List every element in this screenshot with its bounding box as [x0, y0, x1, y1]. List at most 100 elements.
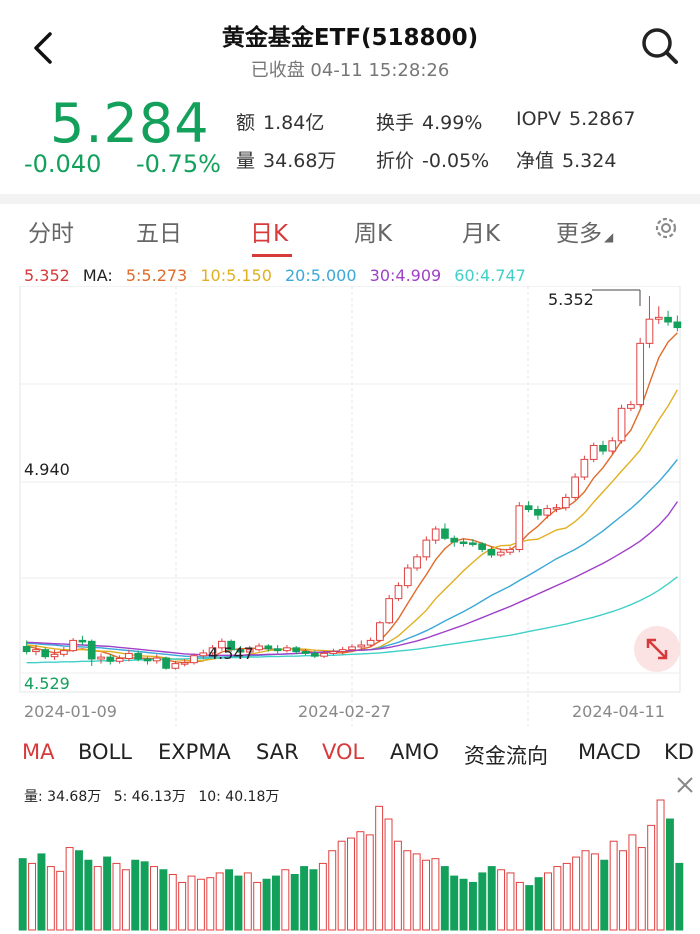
volume-bar [656, 799, 665, 931]
volume-bar [178, 881, 187, 931]
low-price-label: 4.547 [208, 644, 254, 663]
candle-body [357, 644, 366, 648]
candle-body [162, 657, 170, 669]
tab-weekly-k[interactable]: 周K [354, 221, 393, 247]
stat-value: 5.2867 [569, 108, 636, 130]
candle [218, 638, 226, 651]
search-icon[interactable] [638, 24, 682, 68]
volume-bar [28, 862, 37, 931]
indicator-vol[interactable]: VOL [322, 740, 365, 764]
volume-bar [600, 859, 609, 931]
indicator-tabs: MA BOLL EXPMA SAR VOL AMO 资金流向 MACD KD [0, 736, 700, 770]
back-arrow-icon[interactable] [28, 28, 58, 68]
candle [245, 645, 254, 655]
stat-label: 额 [236, 112, 256, 134]
candle [152, 654, 161, 664]
volume-bar [215, 872, 224, 931]
candle [106, 654, 115, 665]
tab-monthly-k[interactable]: 月K [462, 221, 501, 247]
candle-body [301, 651, 310, 654]
candle-body [348, 646, 356, 651]
candle-body [394, 585, 403, 600]
candle-body [134, 652, 143, 660]
volume-bar [121, 869, 130, 931]
candle-body [180, 662, 189, 665]
volume-bar [590, 853, 599, 931]
candle [515, 502, 524, 553]
candle-body [366, 639, 375, 646]
stat-nav: 净值 5.324 [516, 146, 616, 173]
candle [654, 306, 663, 324]
tab-more-label: 更多 [556, 221, 602, 247]
candle-body [245, 649, 254, 653]
candle [524, 501, 533, 513]
tab-more[interactable]: 更多 ◢ [556, 214, 613, 248]
page-title: 黄金基金ETF(518800) [221, 25, 479, 51]
volume-bar [440, 866, 449, 931]
tab-five-day[interactable]: 五日 [136, 221, 182, 247]
candle-body [115, 658, 124, 662]
indicator-amo[interactable]: AMO [390, 740, 440, 764]
fullscreen-button[interactable] [634, 626, 680, 672]
candle-body [292, 647, 301, 653]
close-icon[interactable] [674, 774, 696, 796]
price-change: -0.040 [24, 150, 102, 178]
candle [496, 548, 505, 557]
candle [301, 648, 310, 656]
x-label-mid: 2024-02-27 [298, 702, 391, 721]
ma30-legend: 30:4.909 [369, 266, 442, 285]
candle [69, 638, 77, 653]
chart-grid [19, 286, 681, 726]
candle-body [403, 567, 412, 587]
candle-body [515, 505, 524, 550]
candle [506, 546, 514, 555]
tab-intraday[interactable]: 分时 [28, 221, 74, 247]
volume-bar [422, 859, 431, 931]
candle [394, 582, 403, 601]
candle-body [41, 649, 50, 658]
candle-body [450, 537, 459, 543]
candle [208, 645, 217, 656]
candle-body [97, 656, 105, 660]
volume-bar [609, 840, 618, 931]
indicator-fund-flow[interactable]: 资金流向 [464, 744, 548, 768]
candle [320, 650, 328, 659]
volume-chart [18, 799, 684, 931]
volume-current: 量: 34.68万 [24, 789, 102, 805]
period-tabs: 分时 五日 日K 周K 月K 更多 ◢ [0, 204, 700, 258]
candle-body [422, 539, 431, 558]
candlestick-chart[interactable]: 5.352 4.547 4.940 4.529 2024-01-09 2024-… [0, 286, 700, 726]
candle-body [589, 444, 598, 460]
volume-bar [281, 869, 290, 931]
candle [50, 649, 59, 660]
expand-icon [646, 638, 668, 660]
candle [431, 526, 440, 544]
volume-bar [544, 872, 552, 931]
indicator-kd[interactable]: KD [664, 740, 694, 764]
candle [59, 646, 68, 657]
candle [608, 437, 617, 454]
candle [199, 649, 208, 659]
volume-bar [159, 869, 168, 931]
indicator-boll[interactable]: BOLL [78, 740, 132, 764]
tab-daily-k[interactable]: 日K [250, 221, 289, 247]
stat-label: 换手 [376, 112, 415, 134]
candle [552, 503, 561, 513]
candle-body [87, 640, 96, 660]
candle [255, 643, 263, 652]
indicator-macd[interactable]: MACD [578, 740, 641, 764]
volume-bar [46, 866, 55, 931]
indicator-expma[interactable]: EXPMA [158, 740, 231, 764]
candle [357, 640, 366, 650]
indicator-ma[interactable]: MA [22, 740, 55, 764]
candle-body [59, 650, 68, 655]
candle [487, 546, 496, 558]
gear-icon[interactable] [652, 214, 680, 242]
ma-legend-prefix: MA: [82, 266, 113, 285]
candle-body [543, 508, 552, 516]
y-label-bottom: 4.529 [24, 674, 70, 693]
volume-bar [37, 853, 46, 931]
volume-bar [637, 847, 646, 931]
stat-label: IOPV [516, 108, 562, 130]
indicator-sar[interactable]: SAR [256, 740, 299, 764]
